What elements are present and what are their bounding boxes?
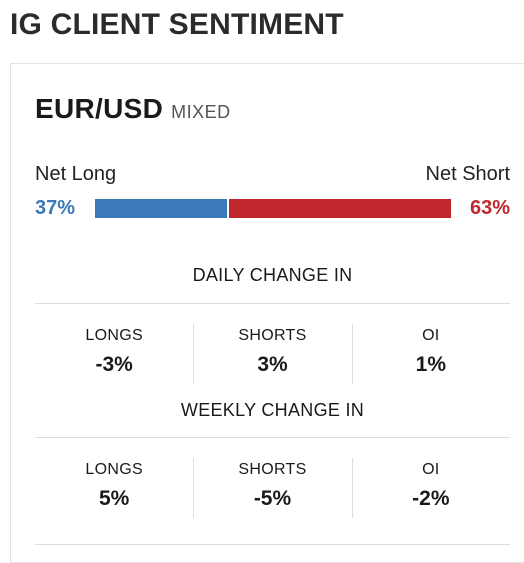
daily-shorts: SHORTS 3% — [193, 304, 351, 389]
weekly-oi: OI -2% — [351, 438, 510, 523]
bias-label: MIXED — [171, 102, 231, 122]
stat-value: -5% — [253, 487, 292, 510]
stat-value: 3% — [257, 353, 288, 376]
stat-label: LONGS — [85, 461, 143, 478]
long-percent: 37% — [35, 197, 76, 219]
instrument-header: EUR/USD MIXED — [35, 93, 231, 125]
stat-value: 1% — [415, 353, 446, 376]
short-percent: 63% — [469, 197, 510, 219]
stat-label: OI — [422, 461, 440, 478]
sentiment-bar-long — [95, 199, 227, 218]
sentiment-bar-divider — [226, 199, 229, 218]
weekly-change-title: WEEKLY CHANGE IN — [180, 400, 365, 420]
sentiment-bar — [95, 199, 451, 218]
page-title: IG CLIENT SENTIMENT — [10, 8, 344, 41]
stat-label: SHORTS — [238, 327, 307, 344]
stat-label: LONGS — [85, 327, 143, 344]
daily-change-title: DAILY CHANGE IN — [192, 265, 353, 285]
daily-oi: OI 1% — [351, 304, 510, 389]
daily-change-stats: LONGS -3% SHORTS 3% OI 1% — [35, 303, 510, 389]
stat-value: 5% — [98, 487, 130, 510]
pair-name[interactable]: EUR/USD — [35, 93, 164, 124]
stat-label: SHORTS — [238, 461, 307, 478]
weekly-change-stats: LONGS 5% SHORTS -5% OI -2% — [35, 437, 510, 523]
sentiment-bar-short — [228, 199, 451, 218]
weekly-longs: LONGS 5% — [35, 438, 193, 523]
stat-label: OI — [422, 327, 440, 344]
sentiment-card — [10, 63, 524, 563]
net-long-label: Net Long — [35, 163, 117, 185]
daily-longs: LONGS -3% — [35, 304, 193, 389]
stat-value: -2% — [412, 487, 450, 510]
weekly-shorts: SHORTS -5% — [193, 438, 351, 523]
net-short-label: Net Short — [425, 163, 510, 185]
stat-value: -3% — [95, 353, 133, 376]
bottom-divider — [35, 544, 510, 545]
